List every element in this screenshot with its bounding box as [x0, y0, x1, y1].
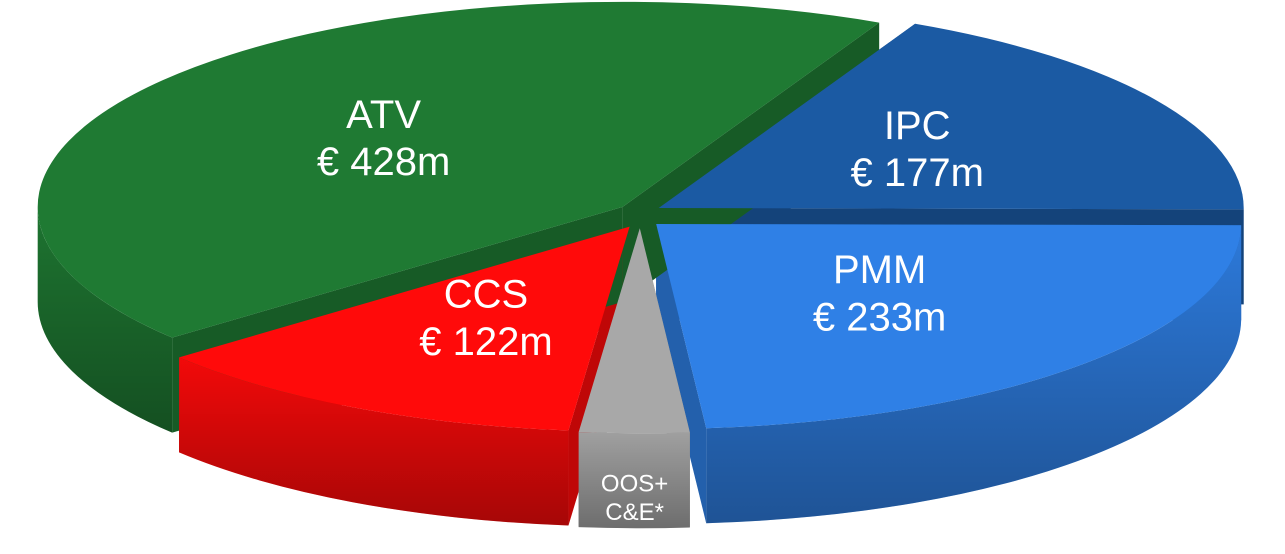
- pie: [37, 1, 1244, 529]
- slice-label: CCS: [444, 273, 528, 317]
- value-label: € 177m: [850, 151, 983, 195]
- slice: [656, 223, 1242, 429]
- slice: [658, 23, 1244, 210]
- slice: [37, 1, 880, 338]
- slice-edge: [656, 223, 707, 524]
- value-label: € 428m: [317, 140, 450, 184]
- slice-wall-shade: [578, 432, 690, 529]
- slice-label: PMM: [833, 248, 926, 292]
- slice-wall-shade: [706, 225, 1242, 524]
- slice: [179, 226, 630, 431]
- slice: [578, 228, 690, 434]
- slice-label-line: C&E*: [605, 499, 664, 526]
- value-label: € 233m: [813, 295, 946, 339]
- slice-label-line: OOS+: [601, 471, 668, 498]
- slice-wall-shade: [179, 357, 569, 526]
- slice-label: OOS+ C&E*: [601, 471, 668, 526]
- slice-label: IPC: [884, 104, 951, 148]
- value-label: € 30m: [601, 528, 668, 554]
- slice-wall-shade: [37, 206, 173, 433]
- slice-label: ATV: [346, 93, 421, 137]
- slice-edge-shade: [656, 223, 707, 524]
- value-label: € 122m: [419, 320, 552, 364]
